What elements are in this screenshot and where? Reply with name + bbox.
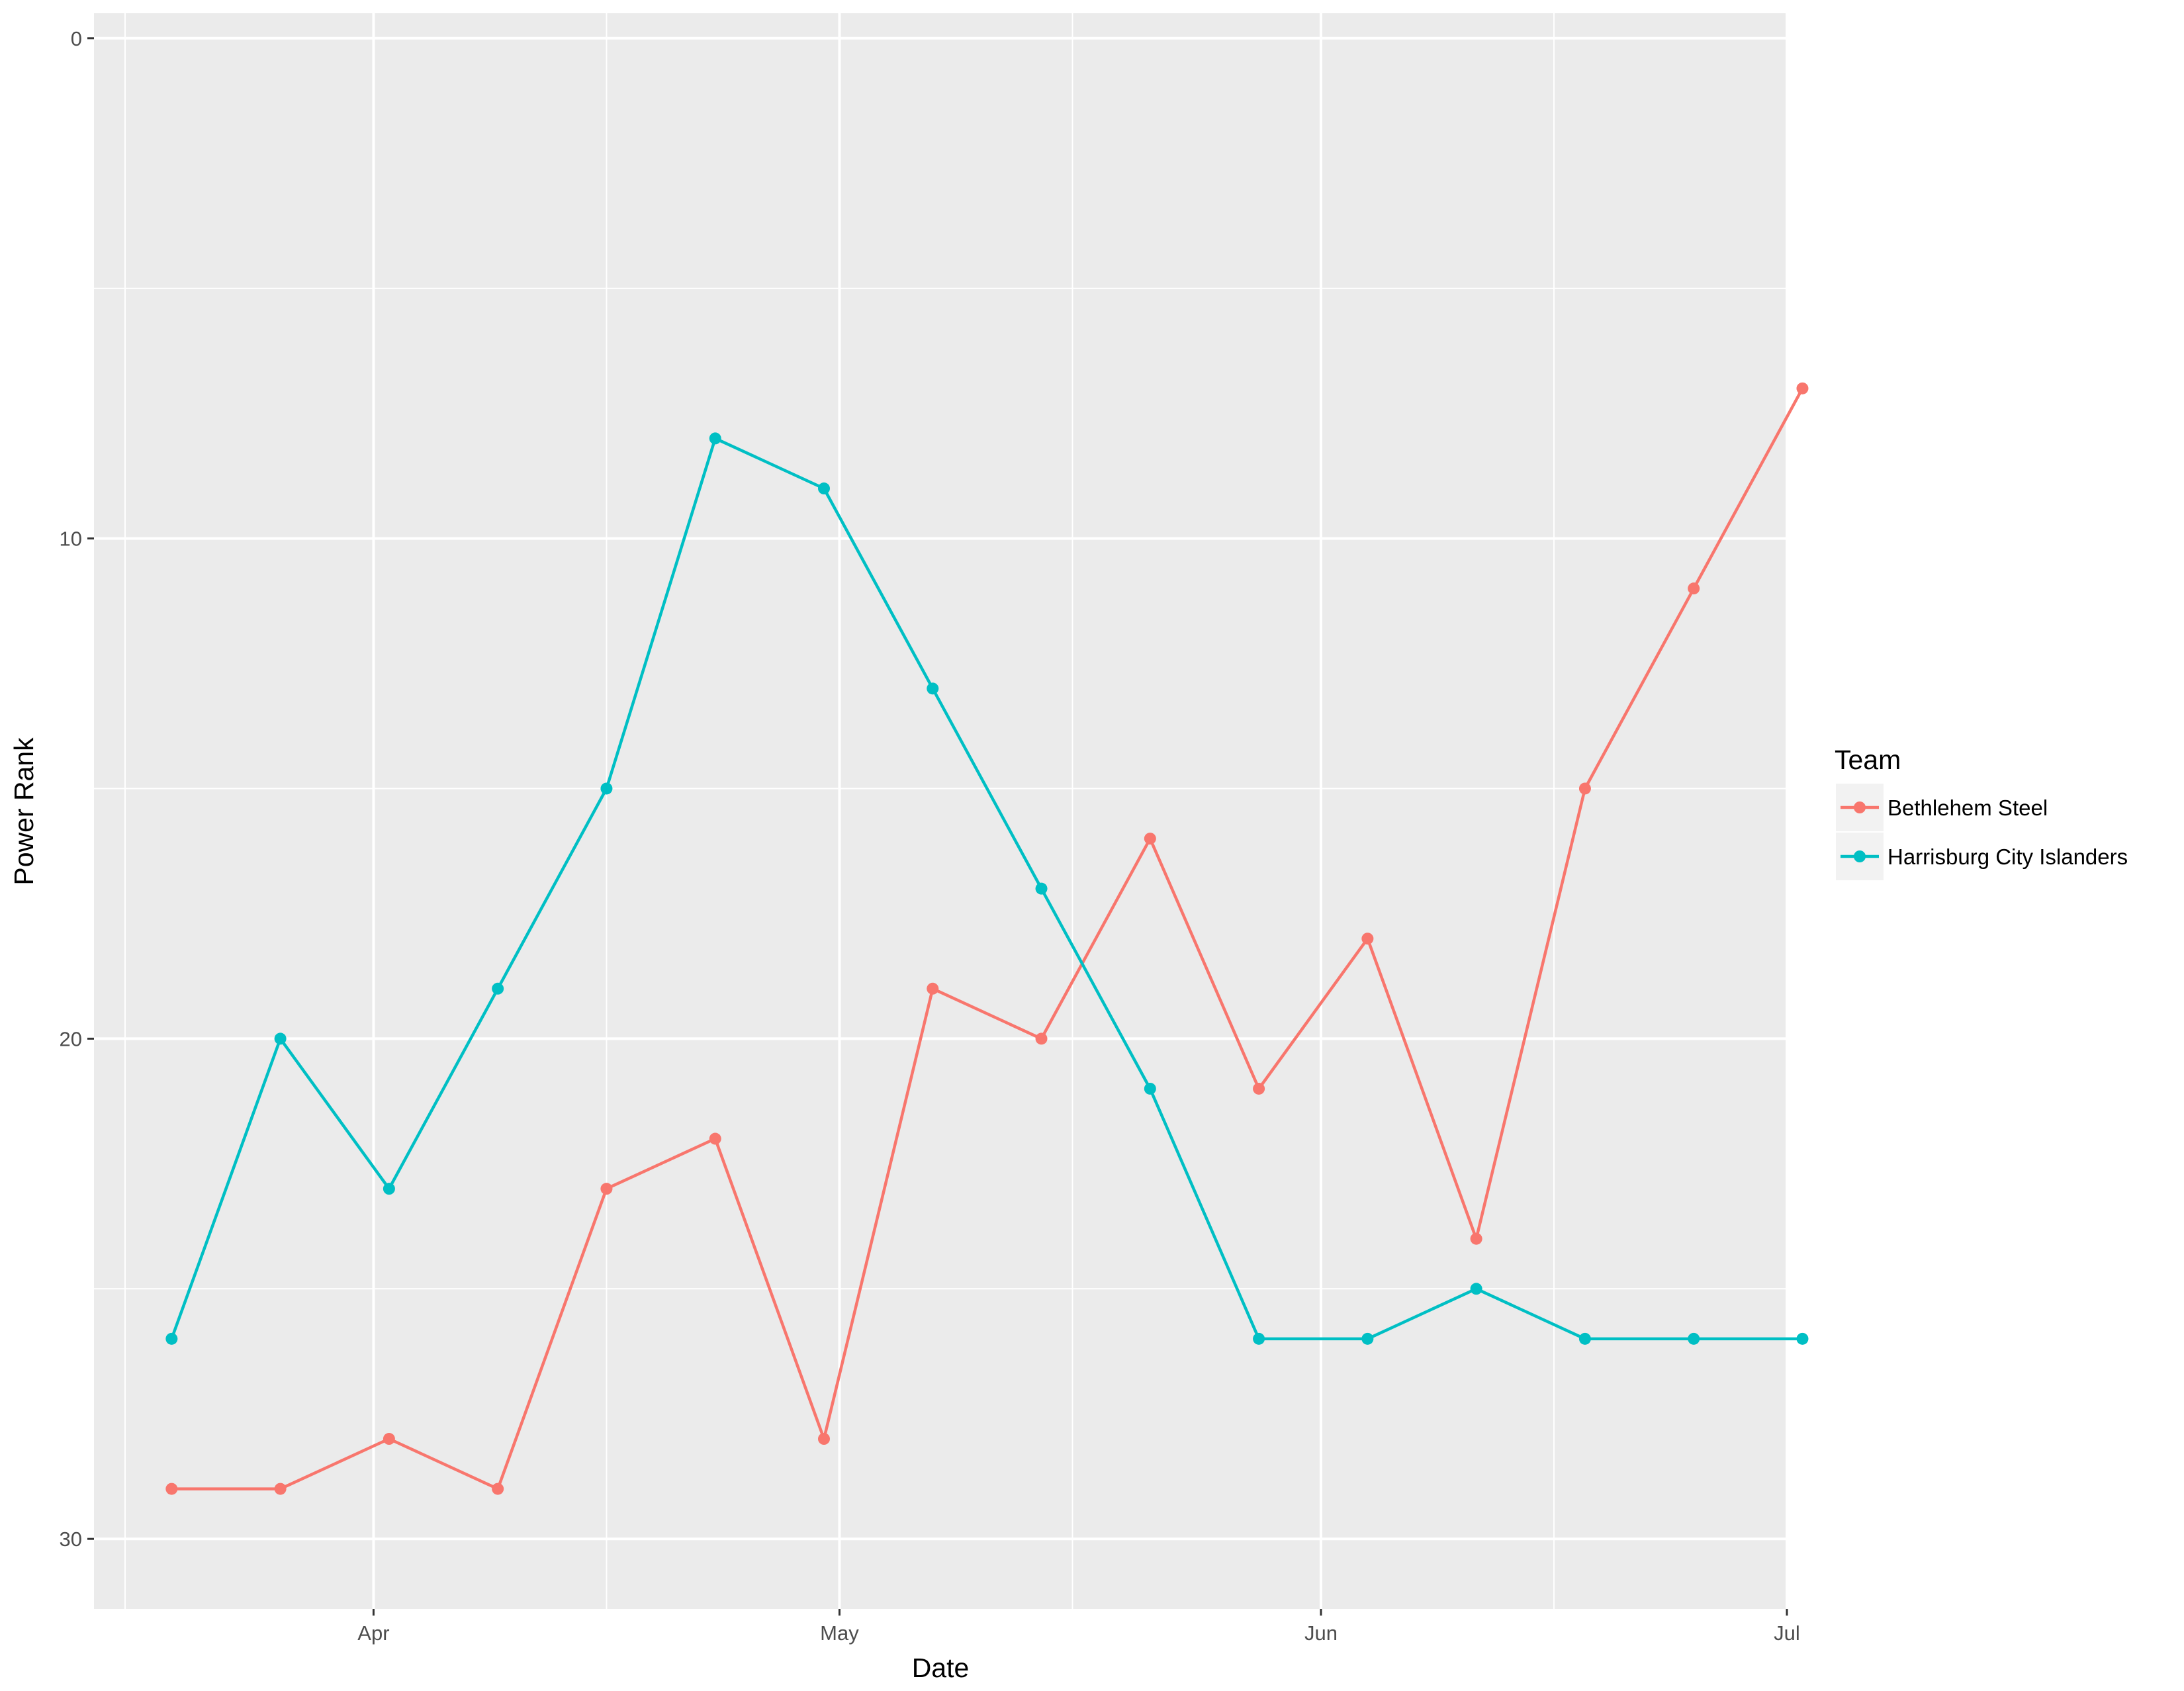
data-point-harrisburg-city-islanders: [600, 782, 613, 795]
y-axis-title: Power Rank: [9, 737, 39, 886]
data-point-harrisburg-city-islanders: [1578, 1332, 1591, 1345]
x-tick-label: Jun: [1304, 1622, 1338, 1645]
data-point-bethlehem-steel: [274, 1483, 287, 1495]
legend-key-point-bethlehem-steel: [1854, 801, 1866, 813]
x-axis-title: Date: [912, 1653, 970, 1683]
data-point-bethlehem-steel: [1144, 833, 1156, 845]
data-point-harrisburg-city-islanders: [927, 682, 939, 695]
x-tick-label: Apr: [357, 1622, 389, 1645]
data-point-bethlehem-steel: [1361, 933, 1374, 945]
data-point-harrisburg-city-islanders: [709, 432, 721, 445]
y-tick-label: 30: [60, 1528, 82, 1551]
series-points: [165, 382, 1809, 1495]
data-point-bethlehem-steel: [1796, 382, 1809, 394]
data-point-bethlehem-steel: [600, 1183, 613, 1195]
plot-panel: [94, 13, 1787, 1609]
data-point-harrisburg-city-islanders: [1361, 1332, 1374, 1345]
legend: Team Bethlehem Steel Harrisburg City Isla…: [1835, 745, 2128, 880]
data-point-harrisburg-city-islanders: [817, 482, 830, 495]
data-point-bethlehem-steel: [1578, 782, 1591, 795]
legend-title: Team: [1835, 745, 1901, 775]
series-lines: [170, 387, 1804, 1490]
legend-key-point-harrisburg-city-islanders: [1854, 850, 1866, 862]
data-point-harrisburg-city-islanders: [1688, 1332, 1700, 1345]
data-point-bethlehem-steel: [492, 1483, 504, 1495]
x-tick-label: May: [820, 1622, 859, 1645]
data-point-bethlehem-steel: [927, 982, 939, 995]
data-point-bethlehem-steel: [1470, 1232, 1482, 1245]
data-point-bethlehem-steel: [383, 1433, 395, 1445]
data-point-harrisburg-city-islanders: [383, 1183, 395, 1195]
data-point-bethlehem-steel: [709, 1132, 721, 1145]
data-point-harrisburg-city-islanders: [1796, 1332, 1809, 1345]
data-point-bethlehem-steel: [1688, 582, 1700, 595]
y-tick-label: 20: [60, 1027, 82, 1050]
data-point-bethlehem-steel: [165, 1483, 178, 1495]
data-point-harrisburg-city-islanders: [1144, 1082, 1156, 1095]
y-tick-label: 0: [71, 27, 82, 50]
minor-gridlines: [94, 13, 1787, 1609]
y-tick-label: 10: [60, 527, 82, 551]
series-line-harrisburg-city-islanders: [170, 437, 1803, 1341]
data-point-bethlehem-steel: [817, 1433, 830, 1445]
data-point-harrisburg-city-islanders: [492, 982, 504, 995]
x-tick-label: Jul: [1774, 1622, 1800, 1645]
major-gridlines: [94, 13, 1788, 1609]
data-point-harrisburg-city-islanders: [165, 1332, 178, 1345]
legend-items: Bethlehem Steel Harrisburg City Islanders: [1836, 784, 2128, 880]
data-point-harrisburg-city-islanders: [1253, 1332, 1265, 1345]
y-axis: 0 10 20 30: [60, 27, 94, 1551]
legend-label-bethlehem-steel: Bethlehem Steel: [1888, 796, 2048, 820]
legend-label-harrisburg-city-islanders: Harrisburg City Islanders: [1888, 845, 2128, 869]
data-point-harrisburg-city-islanders: [274, 1032, 287, 1045]
data-point-harrisburg-city-islanders: [1035, 882, 1048, 895]
data-point-bethlehem-steel: [1253, 1082, 1265, 1095]
data-point-bethlehem-steel: [1035, 1032, 1048, 1045]
x-axis: Apr May Jun Jul: [357, 1609, 1800, 1645]
data-point-harrisburg-city-islanders: [1470, 1283, 1482, 1295]
series-line-bethlehem-steel: [171, 387, 1804, 1490]
